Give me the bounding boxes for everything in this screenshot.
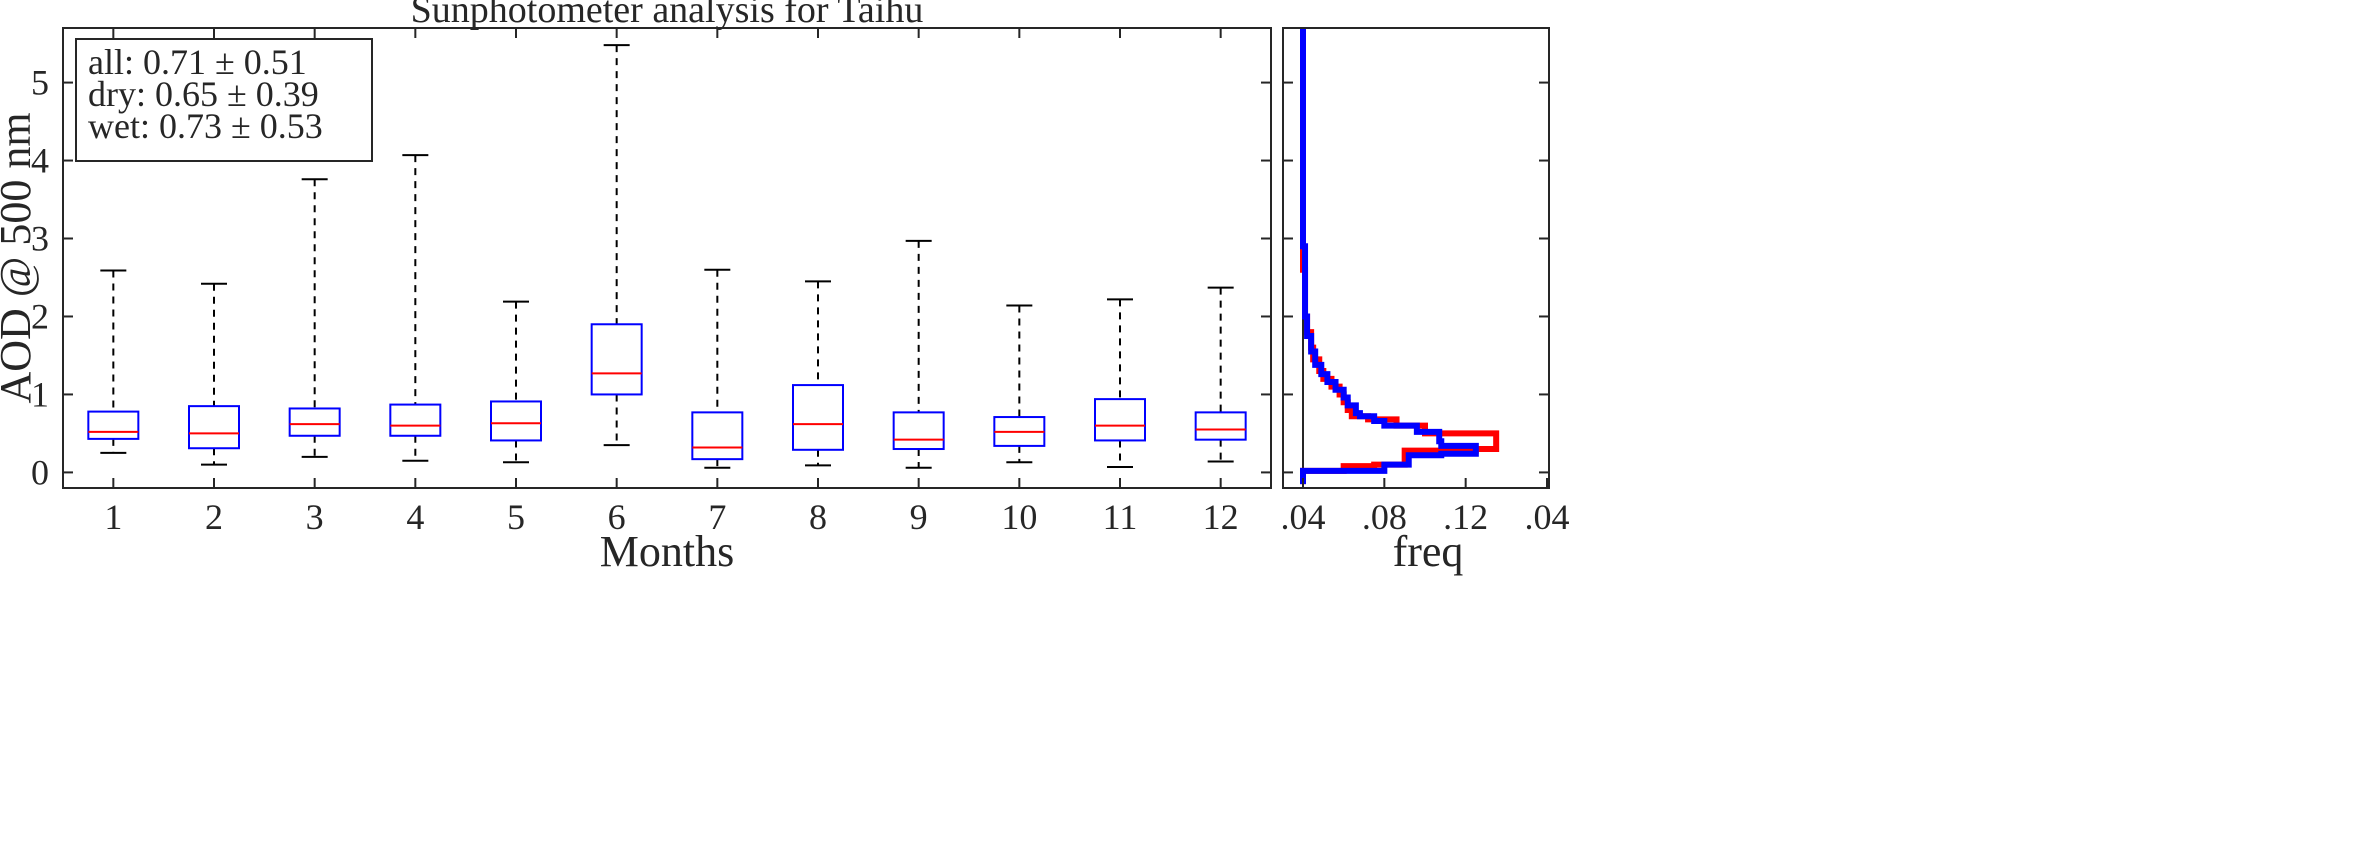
x-tick-label: 4	[406, 497, 424, 537]
y-tick-label: 4	[31, 141, 49, 181]
box-iqr	[691, 411, 744, 461]
histogram-marks	[1300, 28, 1500, 488]
x-tick-label: 7	[708, 497, 726, 537]
boxplot-frame	[62, 27, 1272, 489]
x-tick-label: 11	[1103, 497, 1138, 537]
x-tick-label: 9	[910, 497, 928, 537]
box-iqr	[87, 410, 140, 440]
box-month-8	[792, 280, 844, 467]
histogram-ticks: .04 .08 .12 .04	[1281, 81, 1570, 537]
box-iqr	[590, 323, 643, 396]
box-month-5	[490, 300, 542, 464]
x-tick-label: 6	[608, 497, 626, 537]
box-iqr	[1094, 398, 1146, 442]
hist-x-axis-title: freq	[1393, 527, 1464, 576]
x-tick-label: 10	[1001, 497, 1037, 537]
hist-x-tick-label: .04	[1281, 497, 1326, 537]
box-month-7	[691, 268, 744, 469]
histogram-frame	[1282, 27, 1550, 489]
box-month-4	[389, 154, 442, 462]
hist-x-tick-label: .04	[1525, 497, 1570, 537]
x-tick-label: 1	[104, 497, 122, 537]
hist-x-tick-label: .08	[1362, 497, 1407, 537]
box-month-12	[1194, 286, 1247, 463]
y-tick-label: 2	[31, 296, 49, 336]
y-axis-title: AOD @ 500 nm	[0, 112, 40, 403]
hist-series-red	[1300, 28, 1500, 485]
x-tick-label: 8	[809, 497, 827, 537]
box-month-3	[288, 178, 341, 458]
boxplot-marks	[87, 44, 1247, 469]
x-tick-label: 2	[205, 497, 223, 537]
legend-box	[75, 38, 373, 162]
histogram-panel: .04 .08 .12 .04	[1281, 27, 1570, 537]
legend-entry-dry: dry: 0.65 ± 0.39	[88, 74, 319, 114]
box-iqr	[792, 384, 844, 451]
box-month-9	[892, 239, 945, 469]
box-month-2	[188, 282, 240, 466]
box-month-11	[1094, 298, 1146, 468]
box-iqr	[1194, 411, 1247, 441]
legend-entry-all: all: 0.71 ± 0.51	[88, 42, 307, 82]
hist-x-tick-label: .12	[1443, 497, 1488, 537]
y-tick-label: 1	[31, 374, 49, 414]
box-iqr	[288, 407, 341, 437]
x-tick-label: 5	[507, 497, 525, 537]
box-iqr	[188, 405, 240, 450]
box-month-10	[993, 304, 1046, 464]
box-month-6	[590, 44, 643, 447]
x-tick-label: 3	[306, 497, 324, 537]
legend-entry-wet: wet: 0.73 ± 0.53	[88, 106, 323, 146]
box-iqr	[490, 400, 542, 442]
y-tick-label: 5	[31, 63, 49, 103]
legend: all: 0.71 ± 0.51 dry: 0.65 ± 0.39 wet: 0…	[75, 38, 373, 162]
y-tick-label: 0	[31, 452, 49, 492]
box-iqr	[892, 411, 945, 451]
x-tick-label: 12	[1203, 497, 1239, 537]
box-iqr	[389, 403, 442, 437]
chart-title: Sunphotometer analysis for Taihu	[411, 0, 924, 31]
box-month-1	[87, 269, 140, 454]
hist-series-blue	[1300, 28, 1479, 485]
y-tick-label: 3	[31, 219, 49, 259]
x-axis-title: Months	[600, 527, 734, 576]
